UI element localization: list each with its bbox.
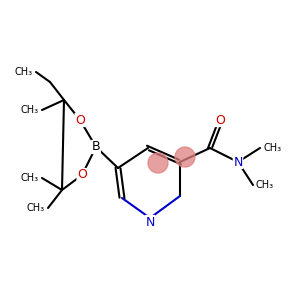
Circle shape (148, 153, 168, 173)
Text: O: O (215, 113, 225, 127)
Text: N: N (233, 155, 243, 169)
Text: CH₃: CH₃ (256, 180, 274, 190)
Circle shape (175, 147, 195, 167)
Text: CH₃: CH₃ (263, 143, 281, 153)
Text: CH₃: CH₃ (15, 67, 33, 77)
Text: O: O (75, 113, 85, 127)
Text: CH₃: CH₃ (21, 173, 39, 183)
Text: B: B (92, 140, 100, 154)
Text: N: N (145, 215, 155, 229)
Text: O: O (77, 169, 87, 182)
Text: CH₃: CH₃ (21, 105, 39, 115)
Text: CH₃: CH₃ (27, 203, 45, 213)
